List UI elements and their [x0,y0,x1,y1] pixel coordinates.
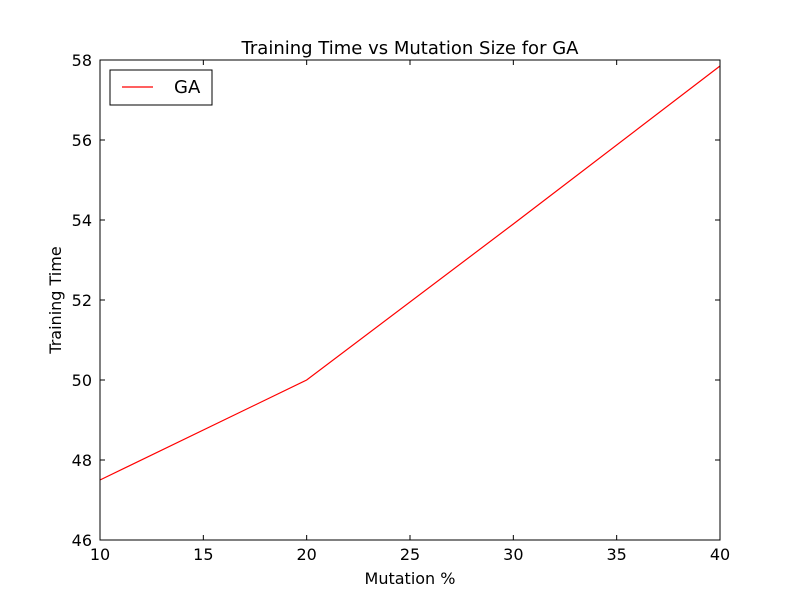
x-tick-label: 30 [503,545,523,564]
legend: GA [109,69,213,106]
y-tick-label: 46 [72,531,92,550]
y-tick-label: 56 [72,131,92,150]
x-tick-label: 40 [710,545,730,564]
x-tick-label: 10 [90,545,110,564]
y-tick-label: 58 [72,51,92,70]
x-tick-label: 20 [296,545,316,564]
x-tick-label: 15 [193,545,213,564]
x-axis-label: Mutation % [365,569,456,588]
axes-frame [99,59,721,541]
x-axis-ticks: 10 15 20 25 30 35 40 [90,60,730,564]
y-axis-ticks: 46 48 50 52 54 56 58 [72,51,720,550]
legend-label-ga: GA [174,77,201,98]
chart-title: Training Time vs Mutation Size for GA [241,38,580,59]
y-tick-label: 48 [72,451,92,470]
y-axis-label: Training Time [46,246,65,354]
series-layer [99,65,721,481]
y-tick-label: 52 [72,291,92,310]
x-tick-label: 35 [606,545,626,564]
y-tick-label: 54 [72,211,92,230]
series-line-ga [99,65,721,481]
plot-area [99,59,721,541]
y-tick-label: 50 [72,371,92,390]
x-tick-label: 25 [400,545,420,564]
